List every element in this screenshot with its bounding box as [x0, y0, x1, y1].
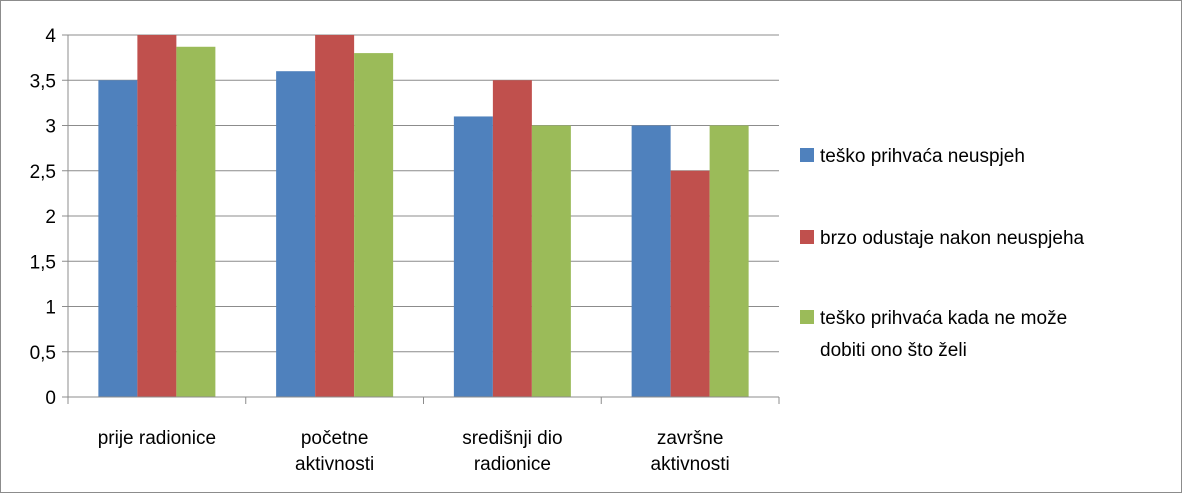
- x-category-label: početne: [301, 428, 369, 449]
- legend: teško prihvaća neuspjeh brzo odustaje nak…: [800, 146, 1085, 361]
- y-tick-label: 1: [45, 298, 56, 319]
- bar: [492, 80, 532, 397]
- legend-swatch: [800, 148, 814, 162]
- legend-swatch: [800, 230, 814, 244]
- bar: [670, 170, 710, 397]
- x-category-label: aktivnosti: [295, 454, 374, 475]
- y-tick-label: 2,5: [30, 162, 56, 183]
- legend-label: teško prihvaća neuspjeh: [820, 146, 1025, 167]
- y-tick-label: 0: [45, 388, 56, 409]
- legend-label: teško prihvaća kada ne može: [820, 308, 1067, 329]
- x-category-label: središnji dio: [462, 428, 562, 449]
- bar: [453, 116, 493, 397]
- legend-label: dobiti ono što želi: [820, 340, 967, 361]
- y-tick-label: 0,5: [30, 343, 56, 364]
- x-category-label: aktivnosti: [651, 454, 730, 475]
- bar: [176, 46, 216, 397]
- x-category-label: završne: [657, 428, 724, 449]
- y-tick-label: 1,5: [30, 252, 56, 273]
- bar: [315, 35, 355, 397]
- x-category-labels: prije radionice početne aktivnosti središnj…: [98, 428, 730, 475]
- axes: [62, 34, 780, 404]
- y-tick-label: 4: [45, 26, 56, 47]
- y-tick-labels: 0 0,5 1 1,5 2 2,5 3 3,5 4: [30, 26, 57, 409]
- legend-swatch: [800, 310, 814, 324]
- bar: [631, 125, 671, 397]
- y-tick-label: 3: [45, 117, 56, 138]
- bars: [98, 35, 749, 397]
- bar: [531, 125, 571, 397]
- bar: [98, 80, 138, 397]
- bar: [276, 71, 316, 397]
- bar: [709, 125, 749, 397]
- bar: [137, 35, 177, 397]
- legend-label: brzo odustaje nakon neuspjeha: [820, 228, 1085, 249]
- x-category-label: prije radionice: [98, 428, 216, 449]
- bar: [354, 53, 394, 397]
- y-tick-label: 3,5: [30, 71, 56, 92]
- y-tick-label: 2: [45, 207, 56, 228]
- x-category-label: radionice: [474, 454, 551, 475]
